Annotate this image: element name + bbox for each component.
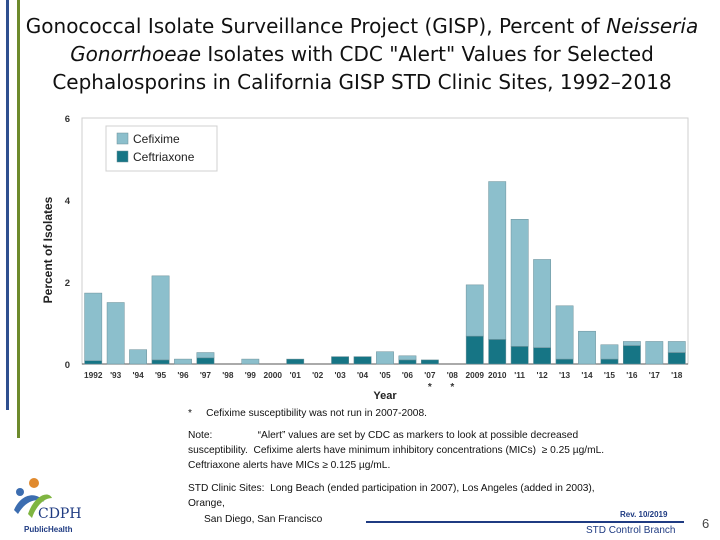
logo-figure-head-orange: [29, 478, 39, 488]
bar-cefixime: [174, 358, 192, 365]
chart-bars: [84, 181, 686, 365]
bar-cefixime: [196, 352, 215, 359]
bar-cefixime: [241, 358, 260, 365]
bar-cefixime: [129, 349, 148, 365]
x-tick-label: '97: [200, 370, 212, 380]
x-annotation: *: [450, 382, 454, 393]
x-annotation: *: [428, 382, 432, 393]
x-tick-label: '16: [626, 370, 638, 380]
x-axis-title: Year: [373, 390, 397, 402]
bar-cefixime: [667, 341, 686, 353]
bar-cefixime: [578, 330, 596, 365]
bar-ceftriaxone: [465, 335, 484, 365]
bar-ceftriaxone: [331, 356, 350, 365]
accent-bar-olive: [17, 0, 20, 438]
logo-wordmark: CDPH: [38, 506, 82, 522]
bar-ceftriaxone: [600, 358, 619, 365]
logo-tagline: PublicHealth: [24, 525, 73, 534]
bar-ceftriaxone: [555, 358, 574, 365]
x-tick-label: 2010: [488, 370, 507, 380]
legend-swatch: [116, 132, 129, 145]
x-tick-label: '05: [379, 370, 391, 380]
bar-cefixime: [465, 284, 484, 337]
x-tick-label: '96: [177, 370, 189, 380]
bar-cefixime: [510, 219, 529, 347]
bar-cefixime: [84, 292, 103, 361]
bar-cefixime: [645, 341, 664, 365]
bar-cefixime: [488, 181, 507, 340]
x-tick-label: '06: [402, 370, 414, 380]
bar-cefixime: [555, 305, 574, 360]
y-axis-title: Percent of Isolates: [41, 196, 55, 303]
x-tick-label: '03: [335, 370, 347, 380]
note-line-3: Ceftriaxone alerts have MICs ≥ 0.125 µg/…: [188, 460, 391, 471]
accent-bar-blue: [6, 0, 9, 410]
note-line-2: susceptibility. Cefixime alerts have min…: [188, 445, 605, 456]
x-tick-label: '95: [155, 370, 167, 380]
bar-ceftriaxone: [533, 347, 552, 365]
revision-date: Rev. 10/2019: [620, 510, 668, 519]
sites-line-2: Orange,: [188, 498, 225, 509]
x-tick-label: '02: [312, 370, 324, 380]
bar-cefixime: [600, 344, 619, 360]
bar-cefixime: [622, 341, 641, 346]
y-tick-label: 4: [65, 196, 71, 207]
legend-swatch: [116, 150, 129, 163]
bar-ceftriaxone: [398, 359, 417, 365]
bar-cefixime: [376, 351, 394, 365]
x-tick-label: '98: [222, 370, 234, 380]
x-tick-label: '11: [514, 370, 525, 380]
x-tick-label: '99: [245, 370, 257, 380]
legend-label: Cefixime: [133, 132, 180, 146]
bar-ceftriaxone: [84, 360, 103, 365]
cdph-logo: CDPH PublicHealth: [14, 478, 82, 534]
x-tick-label: '04: [357, 370, 369, 380]
bar-ceftriaxone: [510, 346, 529, 365]
bar-ceftriaxone: [353, 356, 372, 365]
note-line-1: Note: “Alert” values are set by CDC as m…: [188, 430, 579, 441]
bar-cefixime: [106, 302, 125, 365]
x-tick-label: '08: [447, 370, 459, 380]
y-tick-label: 2: [65, 278, 70, 289]
x-tick-label: '18: [671, 370, 683, 380]
x-tick-labels: 1992 '93 '94 '95 '96 '97 '98 '99 2000 '01 '02 '03 '0…: [84, 370, 683, 393]
bar-ceftriaxone: [151, 359, 170, 365]
footnote: * Cefixime susceptibility was not run in…: [188, 408, 427, 419]
x-tick-label: '07: [424, 370, 436, 380]
footer-rule: [366, 521, 684, 523]
bar-cefixime: [151, 275, 170, 361]
x-tick-label: '14: [581, 370, 593, 380]
legend-label: Ceftriaxone: [133, 150, 195, 164]
sites-line-3: San Diego, San Francisco: [204, 514, 323, 525]
bar-ceftriaxone: [286, 358, 305, 365]
page-number: 6: [702, 516, 710, 531]
bar-ceftriaxone: [196, 357, 215, 365]
bar-ceftriaxone: [667, 352, 686, 365]
y-tick-label: 6: [65, 114, 70, 125]
x-tick-label: '01: [290, 370, 302, 380]
sites-line-1: STD Clinic Sites: Long Beach (ended part…: [188, 483, 595, 494]
bar-ceftriaxone: [488, 339, 507, 365]
x-tick-label: '17: [649, 370, 661, 380]
x-tick-label: '15: [604, 370, 616, 380]
x-tick-label: 1992: [84, 370, 103, 380]
x-tick-label: 2009: [466, 370, 485, 380]
chart-legend: Cefixime Ceftriaxone: [105, 125, 218, 172]
x-tick-label: '94: [133, 370, 145, 380]
branch-name: STD Control Branch: [586, 525, 676, 536]
x-tick-label: '12: [537, 370, 549, 380]
y-tick-labels: 0 2 4 6: [65, 114, 71, 371]
x-tick-label: '13: [559, 370, 571, 380]
logo-figure-head-blue: [16, 488, 24, 496]
slide-title: Gonococcal Isolate Surveillance Project …: [25, 14, 699, 94]
x-tick-label: 2000: [264, 370, 283, 380]
y-tick-label: 0: [65, 360, 70, 371]
x-tick-label: '93: [110, 370, 122, 380]
bar-ceftriaxone: [622, 345, 641, 365]
bar-ceftriaxone: [420, 359, 439, 365]
logo-figure-swoosh-green: [28, 494, 52, 518]
bar-cefixime: [533, 259, 552, 348]
stacked-bar-chart: 1992 '93 '94 '95 '96 '97 '98 '99 2000 '01 '02 '03 '0…: [41, 114, 689, 402]
bar-cefixime: [398, 355, 417, 361]
